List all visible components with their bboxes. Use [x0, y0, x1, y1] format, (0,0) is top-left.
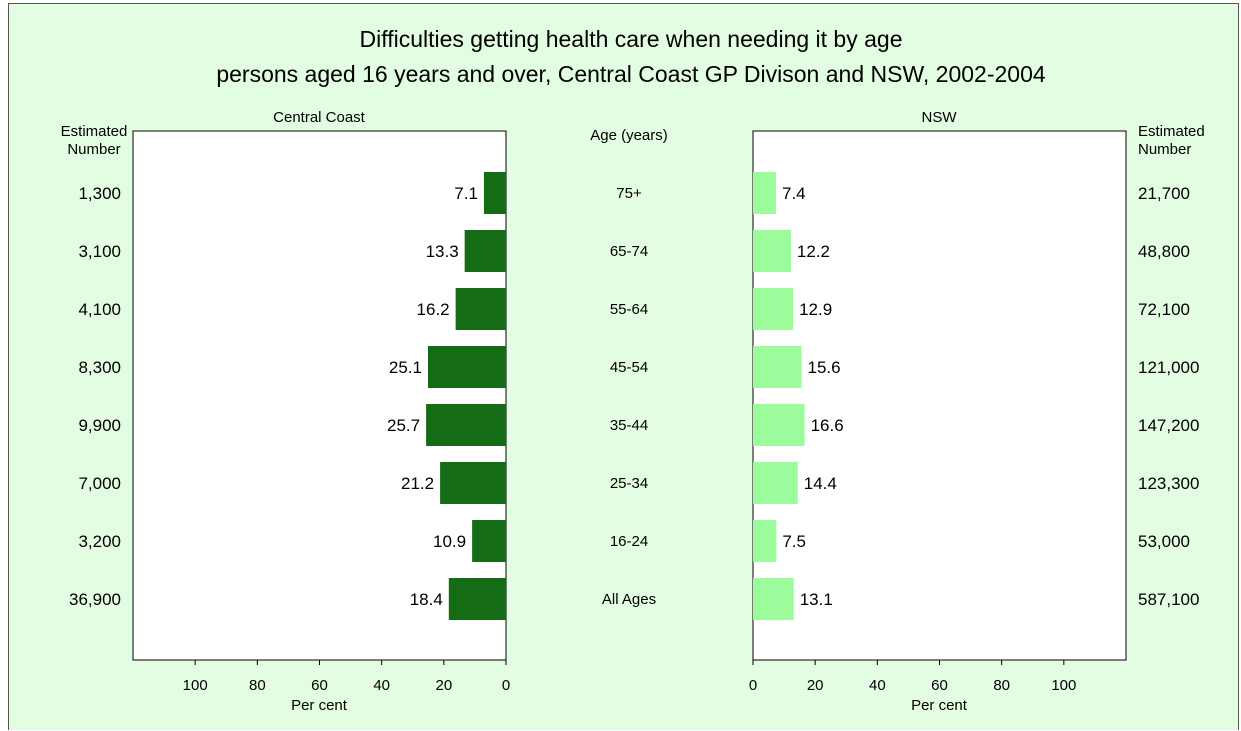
data-label-nsw-1: 12.2 [797, 242, 830, 261]
bar-nsw-0 [753, 172, 777, 214]
right-x-tick-label-4: 80 [993, 677, 1010, 694]
right-panel-title: NSW [922, 109, 958, 126]
right-x-tick-label-1: 20 [807, 677, 824, 694]
data-label-central-coast-7: 18.4 [410, 590, 443, 609]
chart-title-line2: persons aged 16 years and over, Central … [216, 61, 1046, 87]
estimated-central-coast-6: 3,200 [78, 532, 121, 551]
left-x-tick-label-0: 0 [502, 677, 510, 694]
left-x-tick-label-5: 100 [183, 677, 208, 694]
right-x-tick-label-5: 100 [1051, 677, 1076, 694]
right-estimated-header-1: Estimated [1138, 123, 1205, 140]
chart-svg: Difficulties getting health care when ne… [61, 26, 1205, 714]
estimated-central-coast-1: 3,100 [78, 242, 121, 261]
bar-nsw-5 [753, 462, 798, 504]
chart-title-line1: Difficulties getting health care when ne… [360, 26, 903, 52]
estimated-nsw-1: 48,800 [1138, 242, 1190, 261]
category-label-1: 65-74 [610, 243, 648, 260]
estimated-nsw-5: 123,300 [1138, 474, 1199, 493]
category-label-6: 16-24 [610, 533, 648, 550]
data-label-nsw-4: 16.6 [811, 416, 844, 435]
left-estimated-header-2: Number [67, 141, 120, 158]
category-label-5: 25-34 [610, 475, 648, 492]
data-label-central-coast-4: 25.7 [387, 416, 420, 435]
bar-nsw-3 [753, 346, 802, 388]
right-plot-area [752, 130, 1127, 661]
left-x-tick-label-1: 20 [435, 677, 452, 694]
data-label-nsw-3: 15.6 [807, 358, 840, 377]
bar-nsw-2 [753, 288, 794, 330]
estimated-central-coast-4: 9,900 [78, 416, 121, 435]
data-label-nsw-0: 7.4 [782, 184, 806, 203]
bar-central-coast-6 [472, 520, 506, 562]
left-estimated-header-1: Estimated [61, 123, 128, 140]
estimated-central-coast-2: 4,100 [78, 300, 121, 319]
estimated-nsw-6: 53,000 [1138, 532, 1190, 551]
chart-container: Difficulties getting health care when ne… [8, 3, 1239, 730]
left-x-tick-label-3: 60 [311, 677, 328, 694]
left-panel-title: Central Coast [273, 109, 366, 126]
category-label-7: All Ages [602, 591, 656, 608]
bar-central-coast-4 [426, 404, 506, 446]
estimated-central-coast-7: 36,900 [69, 590, 121, 609]
estimated-nsw-4: 147,200 [1138, 416, 1199, 435]
category-label-4: 35-44 [610, 417, 648, 434]
data-label-nsw-5: 14.4 [804, 474, 837, 493]
right-x-tick-label-3: 60 [931, 677, 948, 694]
estimated-central-coast-5: 7,000 [78, 474, 121, 493]
category-label-3: 45-54 [610, 359, 648, 376]
right-x-tick-label-0: 0 [749, 677, 757, 694]
data-label-nsw-7: 13.1 [800, 590, 833, 609]
category-label-2: 55-64 [610, 301, 648, 318]
data-label-central-coast-3: 25.1 [389, 358, 422, 377]
data-label-central-coast-5: 21.2 [401, 474, 434, 493]
bar-central-coast-7 [448, 578, 506, 620]
estimated-nsw-2: 72,100 [1138, 300, 1190, 319]
bar-central-coast-5 [440, 462, 506, 504]
bar-nsw-4 [753, 404, 805, 446]
data-label-central-coast-0: 7.1 [454, 184, 478, 203]
bar-nsw-7 [753, 578, 794, 620]
data-label-central-coast-2: 16.2 [417, 300, 450, 319]
estimated-nsw-0: 21,700 [1138, 184, 1190, 203]
bar-central-coast-1 [464, 230, 506, 272]
estimated-nsw-7: 587,100 [1138, 590, 1199, 609]
right-x-axis-title: Per cent [911, 697, 968, 714]
data-label-nsw-2: 12.9 [799, 300, 832, 319]
age-header: Age (years) [590, 127, 668, 144]
category-label-0: 75+ [616, 185, 642, 202]
bar-nsw-6 [753, 520, 777, 562]
bar-nsw-1 [753, 230, 791, 272]
right-x-tick-label-2: 40 [869, 677, 886, 694]
data-label-central-coast-6: 10.9 [433, 532, 466, 551]
right-estimated-header-2: Number [1138, 141, 1191, 158]
data-label-nsw-6: 7.5 [782, 532, 806, 551]
estimated-nsw-3: 121,000 [1138, 358, 1199, 377]
left-x-tick-label-2: 40 [373, 677, 390, 694]
estimated-central-coast-3: 8,300 [78, 358, 121, 377]
bar-central-coast-0 [483, 172, 506, 214]
left-x-tick-label-4: 80 [249, 677, 266, 694]
estimated-central-coast-0: 1,300 [78, 184, 121, 203]
left-plot-area [132, 130, 507, 661]
data-label-central-coast-1: 13.3 [426, 242, 459, 261]
bar-central-coast-2 [455, 288, 506, 330]
left-x-axis-title: Per cent [291, 697, 348, 714]
bar-central-coast-3 [427, 346, 506, 388]
